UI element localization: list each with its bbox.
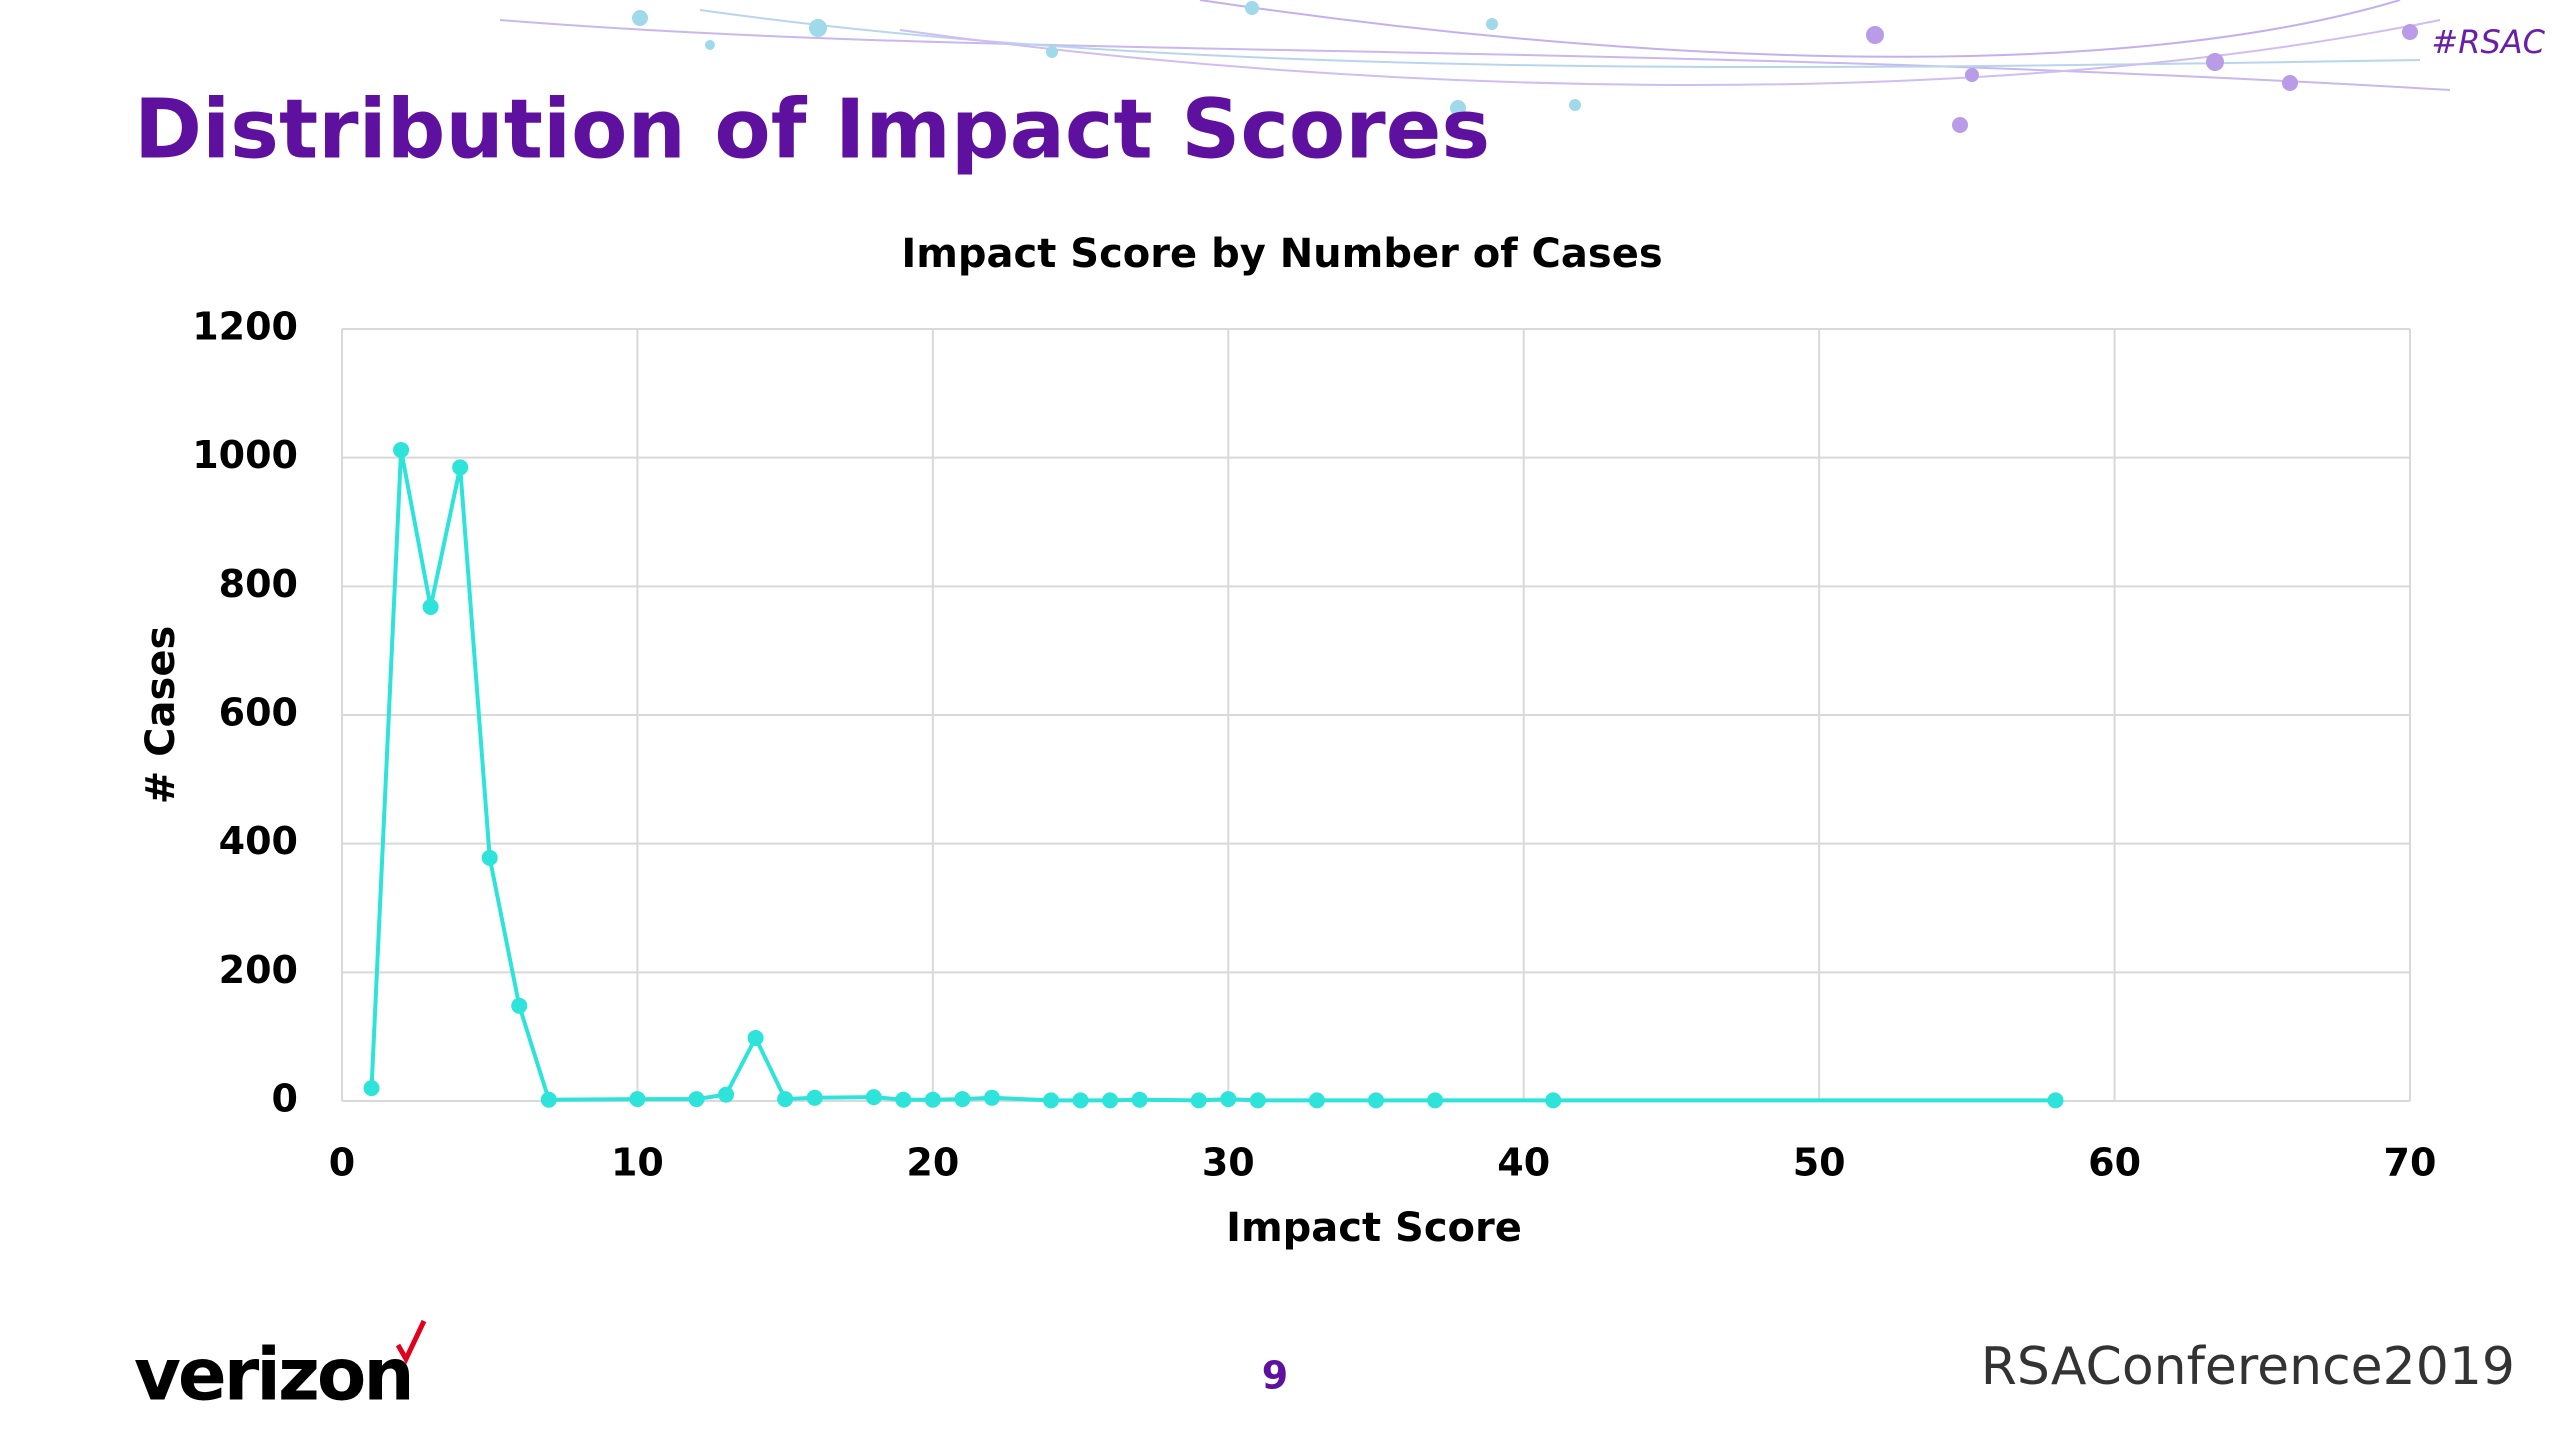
- data-point: [983, 1089, 1000, 1106]
- data-point: [747, 1029, 764, 1046]
- data-point: [777, 1091, 794, 1108]
- decoration: [499, 0, 2451, 133]
- data-point: [924, 1091, 941, 1108]
- data-point: [1072, 1092, 1089, 1109]
- chart-title: Impact Score by Number of Cases: [901, 231, 1662, 277]
- page-number: 9: [1262, 1354, 1288, 1398]
- y-tick-label: 200: [219, 948, 298, 992]
- x-tick-label: 50: [1793, 1141, 1846, 1185]
- plot: 0 200 400 600 800 1000 1200 0 10 20 30 40 50 60 70: [192, 305, 2436, 1185]
- x-tick-label: 60: [2088, 1141, 2141, 1185]
- event-logo: RSAConference2019: [1981, 1337, 2515, 1397]
- x-tick-label: 30: [1202, 1141, 1255, 1185]
- data-point: [718, 1086, 735, 1103]
- data-point: [954, 1091, 971, 1108]
- data-point: [481, 849, 498, 866]
- data-point: [1102, 1092, 1119, 1109]
- y-tick-label: 400: [219, 819, 298, 863]
- y-tick-label: 0: [272, 1077, 298, 1121]
- data-point: [422, 598, 439, 615]
- data-point: [393, 441, 410, 458]
- slide-title: Distribution of Impact Scores: [134, 82, 1490, 177]
- hashtag: #RSAC: [2431, 23, 2545, 61]
- data-line: [369, 449, 2056, 1103]
- data-point: [540, 1091, 557, 1108]
- data-point: [1427, 1092, 1444, 1109]
- data-point: [1308, 1092, 1325, 1109]
- x-tick-label: 40: [1497, 1141, 1550, 1185]
- y-tick-label: 600: [219, 691, 298, 735]
- data-point: [629, 1091, 646, 1108]
- data-point: [363, 1080, 380, 1097]
- data-point: [895, 1091, 912, 1108]
- x-axis-label: Impact Score: [1226, 1205, 1522, 1251]
- data-point: [1131, 1091, 1148, 1108]
- data-point: [511, 997, 528, 1014]
- y-axis-label: # Cases: [138, 626, 184, 805]
- x-tick-label: 10: [611, 1141, 664, 1185]
- data-point: [1190, 1092, 1207, 1109]
- data-point: [1043, 1092, 1060, 1109]
- data-point: [1249, 1092, 1266, 1109]
- data-point: [865, 1089, 882, 1106]
- data-point: [1220, 1091, 1237, 1108]
- data-point: [688, 1091, 705, 1108]
- y-tick-label: 800: [219, 562, 298, 606]
- y-tick-label: 1000: [192, 433, 298, 477]
- logo-check: [395, 1319, 427, 1365]
- x-tick-label: 70: [2384, 1141, 2437, 1185]
- x-tick-label: 0: [329, 1141, 355, 1185]
- data-point: [806, 1089, 823, 1106]
- data-point: [1545, 1092, 1562, 1109]
- x-tick-label: 20: [906, 1141, 959, 1185]
- logo: verizon: [134, 1333, 412, 1417]
- data-point: [1368, 1092, 1384, 1109]
- y-tick-label: 1200: [192, 305, 298, 349]
- data-point: [2047, 1092, 2064, 1109]
- data-point: [452, 459, 469, 476]
